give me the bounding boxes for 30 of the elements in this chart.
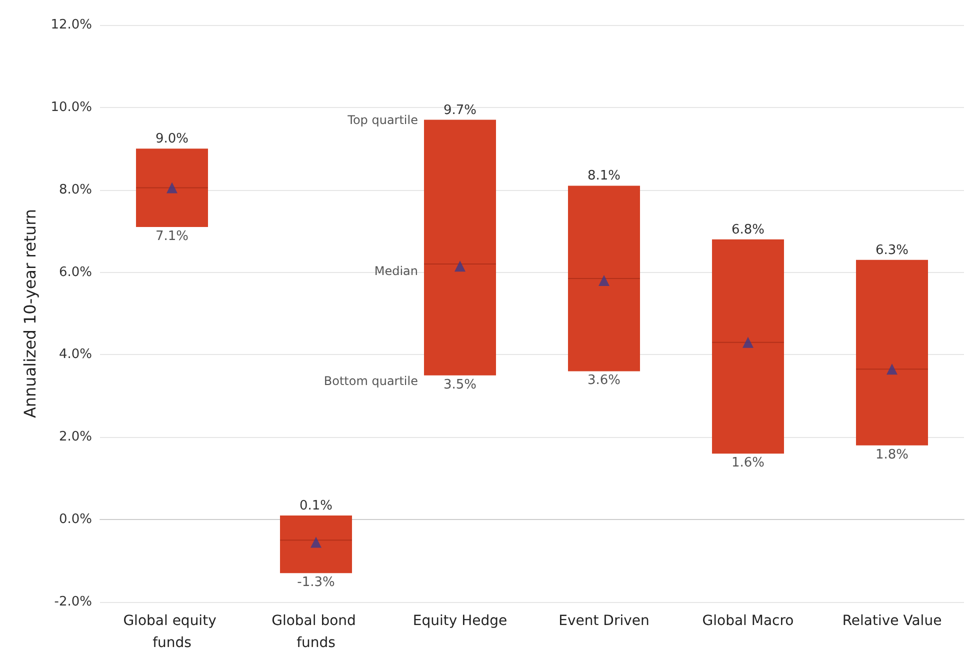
y-tick-label: 12.0% (50, 18, 92, 32)
y-tick-label: 4.0% (58, 347, 92, 362)
x-tick-label: Relative Value (842, 613, 942, 629)
text: 1.6% (731, 456, 765, 471)
x-tick-label: Event Driven (558, 613, 650, 629)
text: -1.3% (297, 575, 335, 590)
text: 6.8% (731, 222, 765, 238)
text: 9.7% (443, 102, 477, 118)
y-tick-label: 0.0% (58, 512, 92, 528)
x-tick-label: Global Macro (702, 613, 794, 629)
text: 8.1% (587, 168, 621, 184)
y-tick-label: 6.0% (58, 264, 92, 280)
x-tick-label: Global bond funds (272, 613, 360, 651)
text: 3.5% (443, 377, 477, 392)
annotation: Top quartile (346, 113, 418, 127)
text: 6.3% (875, 242, 909, 258)
y-tick-label: -2.0% (54, 594, 92, 610)
annotation: Bottom quartile (324, 374, 418, 388)
text: 7.1% (155, 228, 189, 244)
text: 1.8% (875, 447, 909, 462)
x-tick-label: Global equity funds (123, 613, 221, 651)
x-tick-label: Equity Hedge (412, 613, 508, 629)
text: 9.0% (155, 132, 189, 147)
y-tick-label: 8.0% (58, 182, 92, 198)
text: 0.1% (299, 498, 333, 514)
annotation: Median (374, 264, 418, 278)
text: 3.6% (587, 373, 621, 388)
y-tick-label: 10.0% (50, 100, 92, 115)
y-axis-title: Annualized 10-year return (20, 208, 40, 418)
y-tick-label: 2.0% (58, 430, 92, 445)
